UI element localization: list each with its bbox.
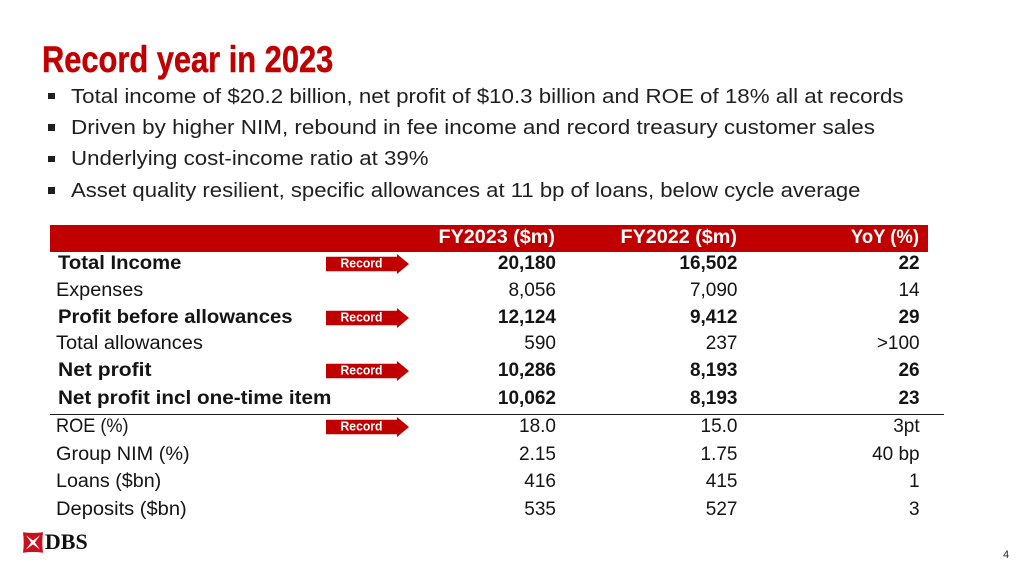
svg-text:Record: Record bbox=[341, 363, 383, 378]
svg-text:Record: Record bbox=[341, 309, 383, 324]
svg-text:DBS: DBS bbox=[45, 532, 88, 554]
svg-text:Record: Record bbox=[341, 256, 383, 271]
svg-text:Record: Record bbox=[341, 418, 383, 433]
